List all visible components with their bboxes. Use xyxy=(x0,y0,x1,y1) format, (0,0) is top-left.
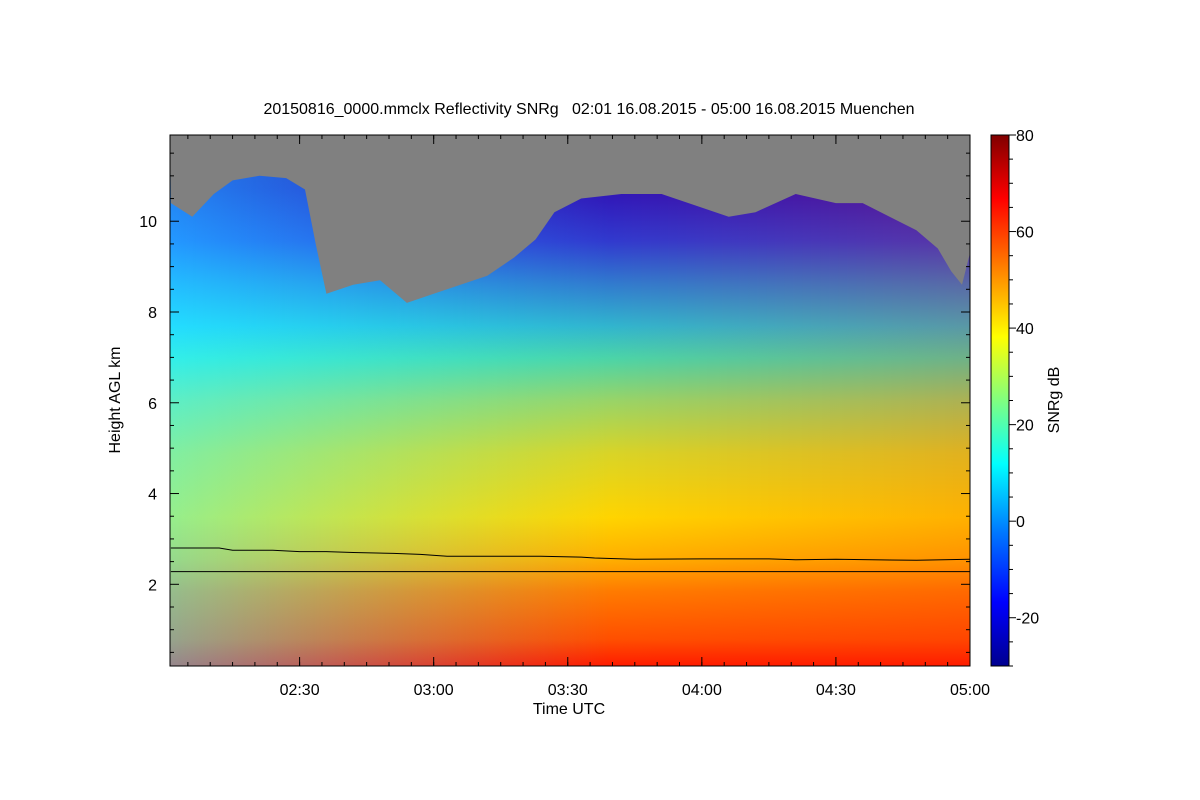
field-right-hot-overlay xyxy=(170,135,970,666)
y-tick-label: 4 xyxy=(148,487,157,504)
y-axis: 2 4 6 8 10 xyxy=(139,152,970,653)
colorbar-tick-label: 80 xyxy=(1016,128,1034,145)
y-tick-label: 2 xyxy=(148,577,157,594)
x-axis-label: Time UTC xyxy=(533,701,605,718)
colorbar-tick-label: 40 xyxy=(1016,321,1034,338)
y-tick-label: 10 xyxy=(139,214,157,231)
x-tick-label: 04:30 xyxy=(816,682,856,699)
colorbar-tick-label: 0 xyxy=(1016,514,1025,531)
y-tick-label: 6 xyxy=(148,396,157,413)
colorbar-label: SNRg dB xyxy=(1046,367,1063,434)
colorbar-tick-label: 60 xyxy=(1016,225,1034,242)
x-tick-label: 02:30 xyxy=(280,682,320,699)
colorbar xyxy=(990,134,1010,667)
overlay-lines xyxy=(170,547,971,573)
x-tick-label: 03:00 xyxy=(414,682,454,699)
chart-title: 20150816_0000.mmclx Reflectivity SNRg 02… xyxy=(263,101,914,118)
x-tick-label: 05:00 xyxy=(950,682,990,699)
colorbar-tick-label: 20 xyxy=(1016,418,1034,435)
no-signal-region xyxy=(170,135,970,303)
y-axis-label: Height AGL km xyxy=(107,346,124,453)
x-tick-label: 03:30 xyxy=(548,682,588,699)
x-tick-label: 04:00 xyxy=(682,682,722,699)
colorbar-tick-label: -20 xyxy=(1016,611,1039,628)
heatmap-field xyxy=(170,135,970,666)
plot-frame xyxy=(169,134,971,667)
colorbar-axis: -20 0 20 40 60 80 xyxy=(1009,128,1039,667)
overlay-line-1 xyxy=(170,547,971,561)
x-axis: 02:30 03:00 03:30 04:00 04:30 05:00 xyxy=(187,135,990,699)
y-tick-label: 8 xyxy=(148,305,157,322)
